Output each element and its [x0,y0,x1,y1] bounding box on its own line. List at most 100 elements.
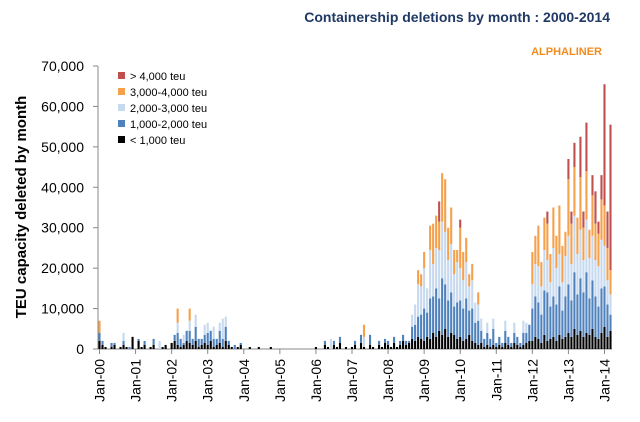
bar-segment [384,338,387,343]
bar-segment [585,332,588,349]
bar-segment [552,336,555,349]
bar-segment [447,300,450,337]
bar-segment [362,336,366,347]
y-tick-label: 70,000 [41,58,84,74]
bar-segment [353,344,357,349]
x-tick-label: Jan-01 [128,359,144,402]
bar-segment [534,336,537,349]
bar-segment [453,334,456,349]
bar-segment [462,308,465,341]
bar-segment [362,324,366,337]
bar-segment [537,266,540,303]
bar-segment [525,342,528,349]
bar-segment [143,344,146,349]
bar-segment [371,346,375,349]
bar-segment [558,286,561,335]
x-tick-label: Jan-13 [560,359,576,402]
bar-segment [510,342,513,347]
bar-segment [326,346,329,349]
bar-segment [531,340,534,349]
bar-segment [588,229,591,259]
bar-segment [200,338,203,345]
bar-segment [435,215,438,248]
bar-segment [591,195,594,236]
y-tick-label: 0 [76,341,84,357]
bar-segment [128,346,131,349]
bar-segment [582,292,585,337]
bar-segment [215,344,218,349]
bar-segment [501,342,504,347]
bar-segment [573,272,576,329]
bar-segment [579,177,582,230]
bar-segment [411,314,414,327]
bar-segment [377,340,381,345]
bar-segment [600,288,603,333]
bar-segment [323,344,326,349]
bar-segment [197,346,200,349]
bar-segment [483,346,486,349]
bar-segment [417,336,420,349]
bar-segment [570,300,573,337]
bar-segment [182,344,185,349]
bar-segment [194,340,197,349]
bar-segment [555,304,558,341]
bar-segment [480,342,483,349]
bar-segment [540,342,543,349]
bar-segment [576,217,579,254]
bar-segment [459,227,462,269]
bar-segment [600,199,603,240]
bar-segment [531,251,534,285]
bar-segment [585,122,588,172]
bar-segment [185,340,188,349]
bar-segment [591,280,594,329]
bar-segment [522,344,525,349]
bar-segment [447,260,450,301]
bar-segment [552,207,555,248]
bar-segment [221,338,224,347]
bar-segment [543,290,546,335]
bar-segment [435,247,438,289]
bar-segment [387,340,390,345]
bar-segment [474,342,477,349]
bar-segment [212,338,215,347]
bar-segment [471,308,474,341]
bar-segment [393,336,396,343]
bar-segment [459,300,462,337]
bar-segment [110,342,113,347]
legend-label: 1,000-2,000 teu [130,119,207,131]
bar-segment [203,342,206,349]
bar-segment [561,338,564,349]
bar-segment [540,286,543,315]
bar-segment [489,338,492,347]
bar-segment [125,346,128,349]
legend-label: > 4,000 teu [130,71,185,83]
bar-segment [498,344,501,349]
bar-segment [338,336,342,343]
bar-segment [549,282,552,307]
bar-segment [218,330,221,343]
bar-segment [564,256,567,297]
bar-segment [597,233,600,267]
bar-segment [173,340,176,349]
y-axis-label: TEU capacity deleted by month [13,96,30,319]
bar-segment [579,330,582,349]
bar-segment [492,318,495,329]
bar-segment [459,336,462,349]
bar-segment [603,326,606,349]
bar-segment [600,175,603,200]
bar-segment [561,282,564,311]
bar-segment [570,264,573,301]
bar-segment [161,346,164,349]
bar-segment [546,211,549,224]
legend-label: 3,000-4,000 teu [130,87,207,99]
bar-segment [387,344,390,349]
bar-segment [474,302,477,323]
bar-segment [576,253,579,295]
bar-segment [200,344,203,349]
x-tick-label: Jan-03 [200,359,216,402]
bar-segment [537,225,540,267]
bar-segment [579,278,582,331]
bar-segment [567,284,570,333]
bar-segment [582,227,585,261]
brand-annotation: ALPHALINER [531,46,602,58]
